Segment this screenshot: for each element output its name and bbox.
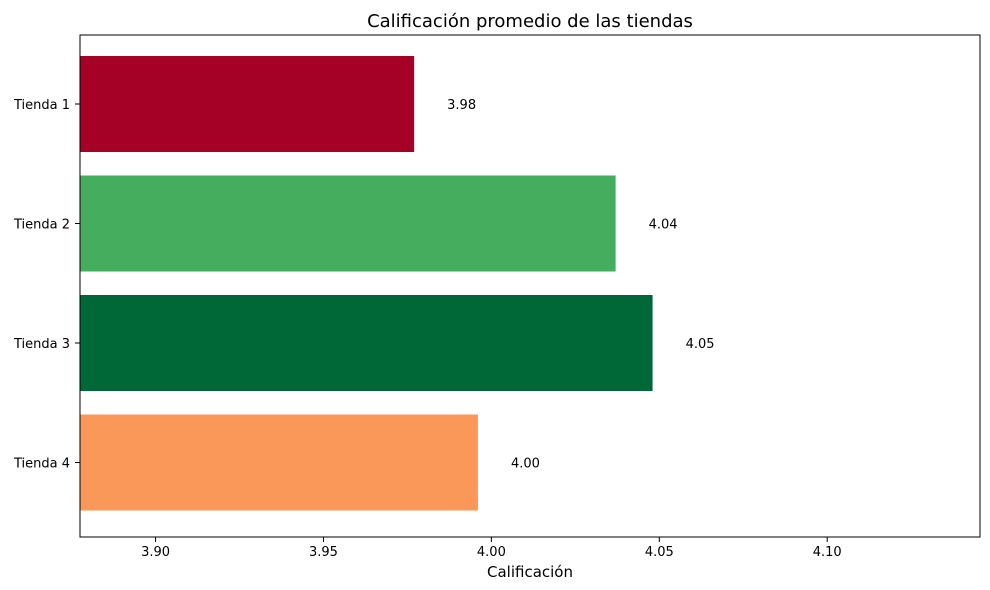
data-label-4: 4.00: [511, 457, 540, 472]
y-tick-label-3: Tienda 3: [13, 337, 70, 352]
data-label-2: 4.04: [649, 218, 678, 233]
x-tick-label-2: 3.95: [309, 545, 338, 560]
bar-2: [80, 175, 616, 272]
bar-4: [80, 414, 478, 511]
x-axis: 3.90 3.95 4.00 4.05 4.10: [141, 537, 842, 560]
plot-area-frame: [79, 34, 981, 538]
bars-layer: [80, 56, 653, 511]
y-tick-label-1: Tienda 1: [13, 98, 70, 113]
data-label-3: 4.05: [686, 337, 715, 352]
chart-title: Calificación promedio de las tiendas: [367, 11, 693, 32]
x-tick-label-1: 3.90: [141, 545, 170, 560]
x-axis-label: Calificación: [487, 563, 573, 581]
y-axis: Tienda 1 Tienda 2 Tienda 3 Tienda 4: [13, 98, 80, 472]
bar-1: [80, 56, 415, 152]
y-tick-label-2: Tienda 2: [13, 218, 70, 233]
data-label-1: 3.98: [447, 98, 476, 113]
x-tick-label-5: 4.10: [813, 545, 842, 560]
x-tick-label-3: 4.00: [477, 545, 506, 560]
y-tick-label-4: Tienda 4: [13, 457, 70, 472]
x-tick-label-4: 4.05: [645, 545, 674, 560]
data-labels-layer: 3.98 4.04 4.05 4.00: [447, 98, 714, 472]
bar-3: [80, 295, 653, 391]
